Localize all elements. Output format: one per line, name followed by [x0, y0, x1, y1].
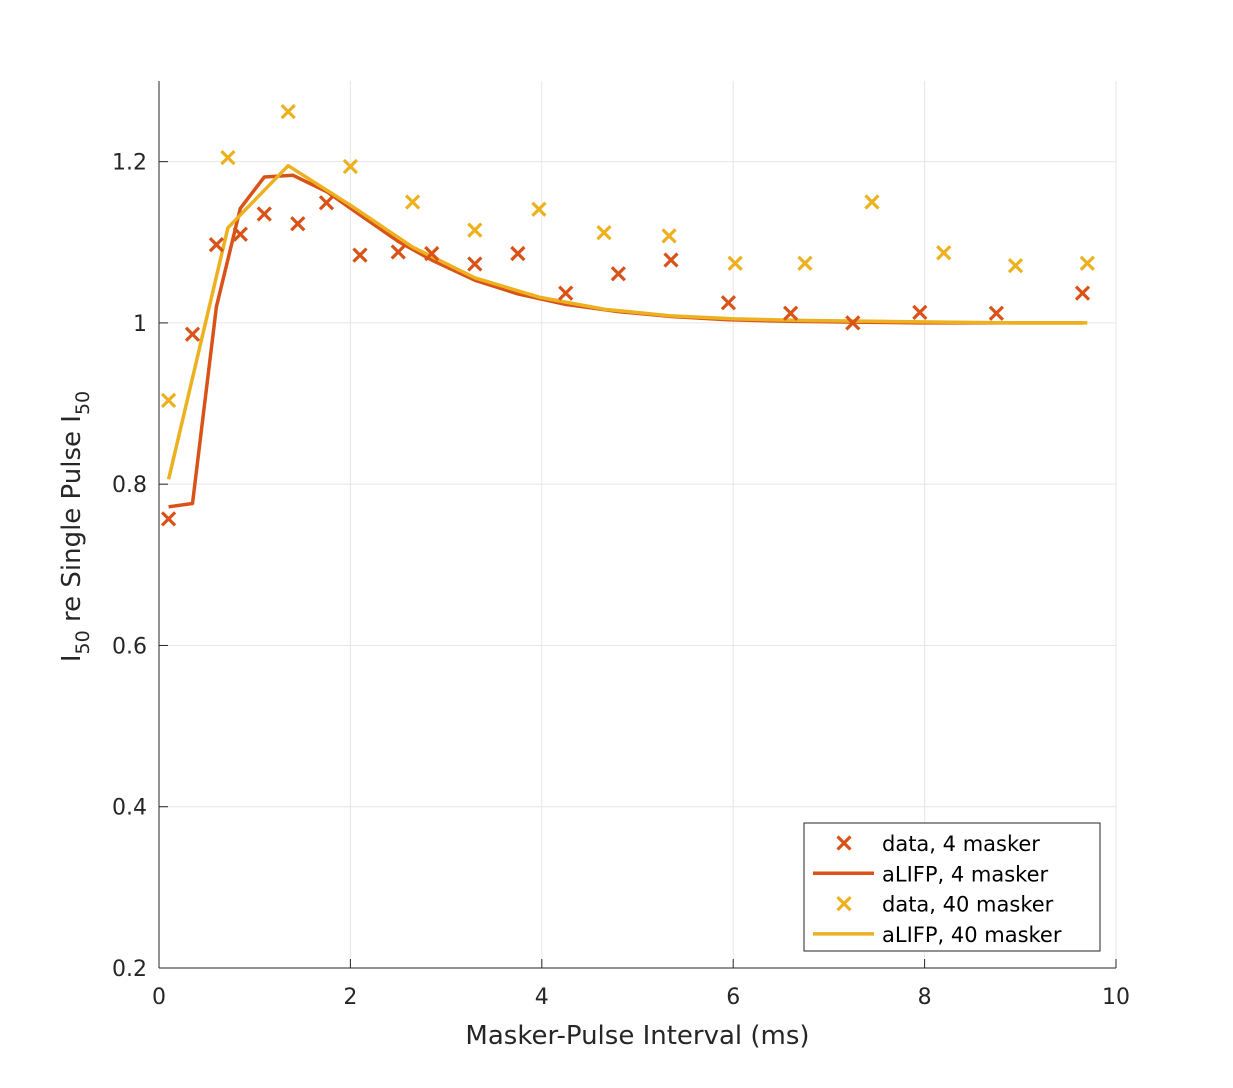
legend-marker-swatch [836, 895, 852, 912]
data-point [424, 245, 440, 262]
data-point [558, 285, 574, 301]
series-line [166, 163, 1088, 480]
data-point [845, 315, 861, 331]
y-tick-label: 1 [133, 312, 147, 337]
data-point [160, 392, 177, 408]
x-tick-label: 4 [535, 985, 549, 1010]
legend-label: aLIFP, 40 masker [882, 923, 1062, 947]
legend-entry: aLIFP, 4 masker [813, 862, 1048, 886]
data-point [782, 305, 799, 321]
data-point [661, 228, 677, 244]
data-point [342, 158, 359, 175]
legend-marker-swatch [836, 835, 852, 851]
data-point [467, 222, 483, 238]
data-point [318, 195, 335, 211]
data-point [352, 247, 368, 263]
data-point [936, 245, 952, 261]
y-axis-title-subscript: 50 [72, 391, 94, 415]
data-point [232, 226, 248, 242]
series [160, 104, 1095, 527]
x-tick-label: 8 [918, 985, 932, 1010]
y-axis-title-subscript: 50 [72, 630, 94, 654]
data-point [280, 104, 296, 120]
data-point [290, 216, 306, 232]
axes [158, 81, 1116, 969]
legend-label: data, 4 masker [882, 832, 1040, 856]
data-point [510, 245, 526, 262]
legend-entries: data, 4 masker aLIFP, 4 masker data, 40 ma… [813, 832, 1062, 947]
legend-label: data, 40 masker [882, 893, 1054, 917]
data-point [184, 326, 201, 342]
legend: data, 4 masker aLIFP, 4 masker data, 40 ma… [803, 822, 1101, 952]
data-point [467, 256, 483, 272]
data-point [256, 206, 272, 222]
data-point [1007, 258, 1024, 274]
legend-entry: data, 40 masker [836, 893, 1054, 917]
data-point [1074, 285, 1091, 301]
data-point [720, 295, 737, 311]
data-point [531, 201, 547, 217]
data-point [797, 255, 813, 271]
grid [158, 81, 1117, 969]
y-axis-title: I50 re Single Pulse I50 [57, 391, 94, 662]
y-tick-label: 0.6 [112, 634, 147, 659]
y-axis-title-part: I [57, 654, 87, 662]
data-point [220, 149, 236, 166]
data-point [988, 305, 1005, 321]
data-point [864, 194, 880, 210]
legend-box [803, 822, 1101, 952]
data-point [160, 511, 177, 527]
data-point [912, 304, 928, 321]
axis-ticks: 0 2 4 6 8 10 0.2 0.4 0.6 0.8 1 1.2 [112, 151, 1130, 1010]
data-point [596, 224, 612, 241]
y-tick-label: 1.2 [112, 151, 147, 176]
x-tick-label: 2 [343, 985, 357, 1010]
y-tick-label: 0.2 [112, 957, 147, 982]
data-point [390, 244, 406, 260]
legend-entry: aLIFP, 40 masker [813, 923, 1062, 947]
legend-label: aLIFP, 4 masker [882, 862, 1048, 886]
x-tick-label: 0 [152, 985, 166, 1010]
data-point [727, 255, 743, 271]
y-tick-label: 0.4 [112, 796, 147, 821]
data-point [404, 194, 421, 210]
data-point [1079, 255, 1095, 271]
legend-entry: data, 4 masker [836, 832, 1040, 856]
series-line [168, 173, 1083, 509]
x-tick-label: 10 [1102, 985, 1130, 1010]
data-point [610, 266, 626, 282]
x-axis-title: Masker-Pulse Interval (ms) [465, 1021, 809, 1051]
data-point [663, 252, 679, 268]
data-point [208, 237, 225, 253]
y-axis-title-part: re Single Pulse I [57, 415, 87, 630]
y-tick-label: 0.8 [112, 473, 147, 498]
x-tick-label: 6 [726, 985, 740, 1010]
